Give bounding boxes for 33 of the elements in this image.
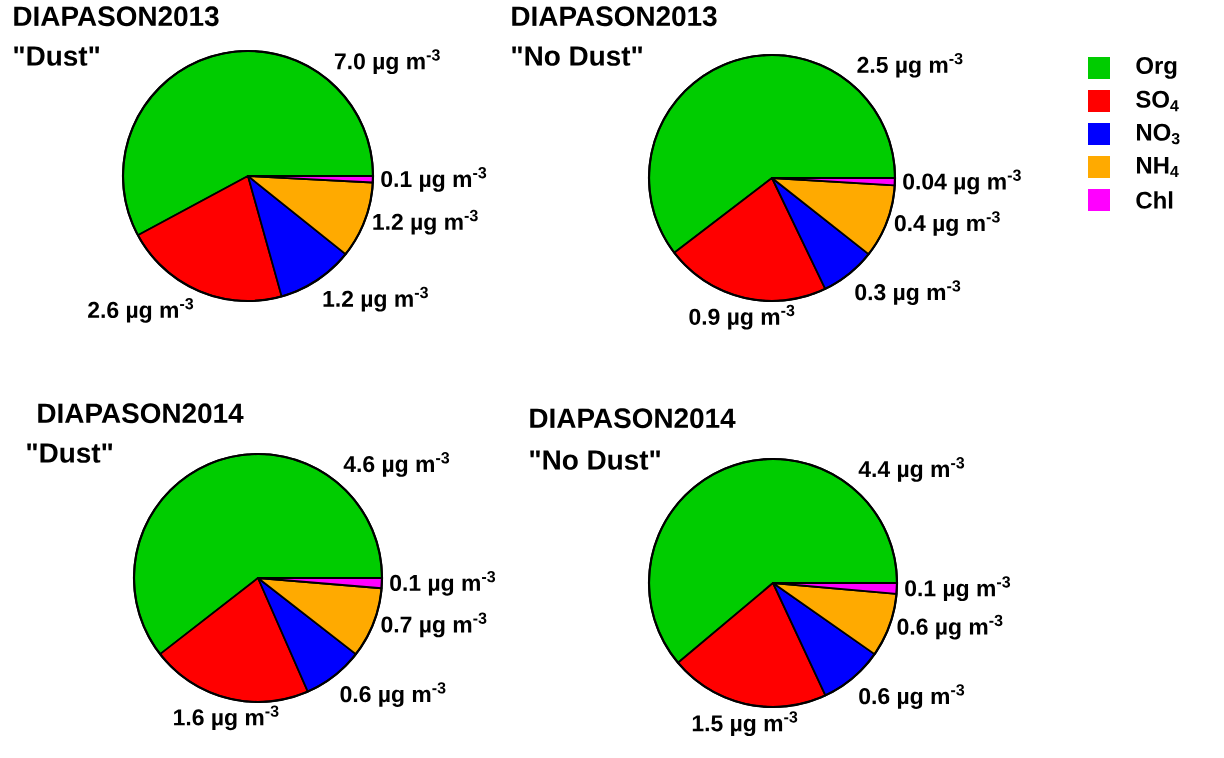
legend-label: NH$_{4}$ [1137,156,1179,178]
chart-subtitle: "No Dust" [512,46,642,66]
data-label: 1.5 µg m$^{-3}$ [692,711,798,737]
data-label: 0.1 µg m$^{-3}$ [905,576,1011,601]
chart-subtitle: "Dust" [27,443,113,463]
chart-subtitle: "Dust" [14,46,100,66]
data-label: 1.2 µg m$^{-3}$ [373,209,478,235]
data-label: 0.6 µg m$^{-3}$ [897,614,1003,640]
chart-title: DIAPASON2013 [512,6,717,27]
legend-label: Chl [1136,191,1173,209]
data-label: 0.4 µg m$^{-3}$ [894,211,1000,236]
chart-title: DIAPASON2014 [530,408,736,429]
chart-title: DIAPASON2014 [38,403,244,424]
data-label: 0.04 µg m$^{-3}$ [903,169,1021,195]
data-label: 2.5 µg m$^{-3}$ [857,52,963,78]
data-label: 0.6 µg m$^{-3}$ [859,684,965,709]
data-label: 0.9 µg m$^{-3}$ [689,304,795,330]
data-label: 0.1 µg m$^{-3}$ [381,167,487,192]
data-label: 4.4 µg m$^{-3}$ [858,457,965,482]
legend-label: Org [1136,57,1177,79]
chart-subtitle: "No Dust" [530,450,660,470]
data-label: 0.6 µg m$^{-3}$ [340,682,446,707]
legend-label: SO$_{4}$ [1136,90,1179,112]
data-label: 0.3 µg m$^{-3}$ [855,280,961,305]
data-label: 0.1 µg m$^{-3}$ [390,570,496,596]
data-label: 1.2 µg m$^{-3}$ [323,286,428,312]
data-label: 1.6 µg m$^{-3}$ [174,705,279,731]
data-label: 7.0 µg m$^{-3}$ [334,49,440,74]
data-label: 4.6 µg m$^{-3}$ [343,452,450,477]
data-label: 0.7 µg m$^{-3}$ [381,612,487,638]
data-label: 2.6 µg m$^{-3}$ [88,298,194,323]
chart-title: DIAPASON2013 [14,6,219,27]
legend-label: NO$_{3}$ [1137,123,1180,145]
